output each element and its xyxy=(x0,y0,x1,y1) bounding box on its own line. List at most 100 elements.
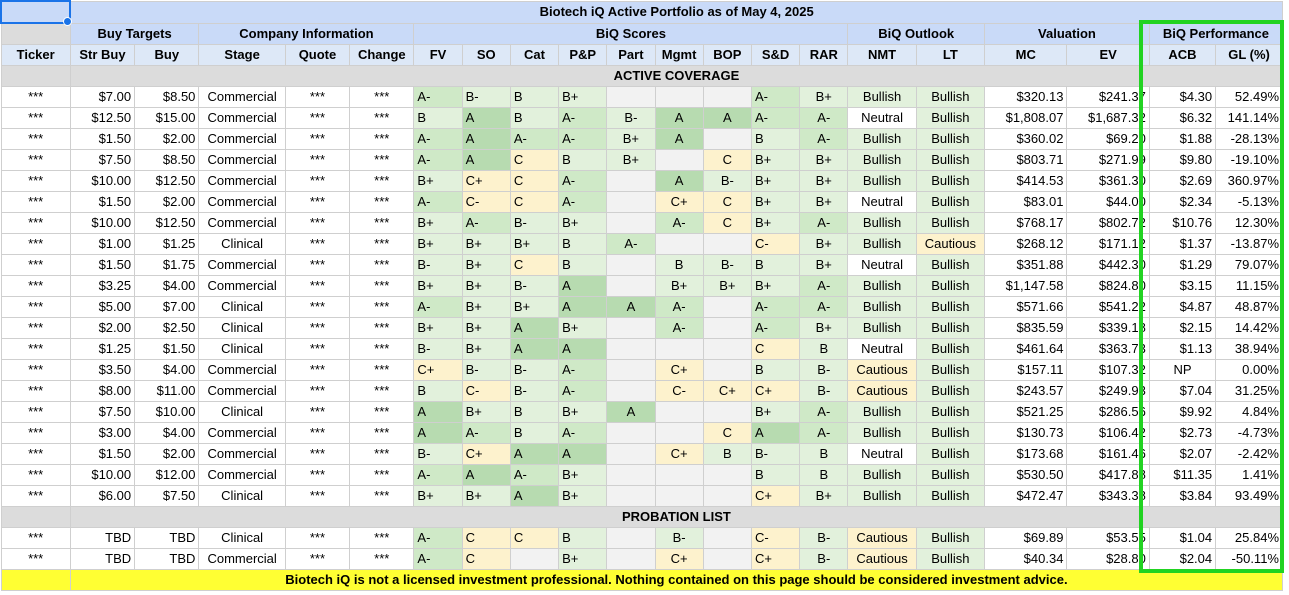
cell-sd[interactable]: B xyxy=(750,464,801,486)
cell-mgmt[interactable] xyxy=(654,338,704,360)
cell-part[interactable] xyxy=(606,359,656,381)
cell-mc[interactable]: $1,147.58 xyxy=(984,275,1068,297)
cell-mgmt[interactable]: B xyxy=(654,254,704,276)
cell-ev[interactable]: $171.12 xyxy=(1066,233,1150,255)
cell-acb[interactable]: $2.07 xyxy=(1148,443,1217,465)
cell-mc[interactable]: $40.34 xyxy=(984,548,1068,570)
cell-rar[interactable]: B- xyxy=(799,380,849,402)
cell-pp[interactable]: A xyxy=(558,296,608,318)
cell-quote[interactable]: *** xyxy=(284,275,351,297)
cell-nmt[interactable]: Neutral xyxy=(847,107,917,129)
cell-bop[interactable] xyxy=(702,317,752,339)
cell-mgmt[interactable]: A xyxy=(654,107,704,129)
cell-str-buy[interactable]: $7.50 xyxy=(69,401,136,423)
cell-acb[interactable]: $9.80 xyxy=(1148,149,1217,171)
cell-gl[interactable]: -19.10% xyxy=(1215,149,1283,171)
cell-sd[interactable]: B- xyxy=(750,443,801,465)
cell-pp[interactable]: A- xyxy=(558,191,608,213)
cell-so[interactable]: A xyxy=(461,149,511,171)
cell-gl[interactable]: -4.73% xyxy=(1215,422,1283,444)
cell-bop[interactable]: C xyxy=(702,191,752,213)
cell-mgmt[interactable]: C- xyxy=(654,380,704,402)
cell-quote[interactable]: *** xyxy=(284,212,351,234)
cell-so[interactable]: A- xyxy=(461,422,511,444)
cell-so[interactable]: B- xyxy=(461,86,511,108)
cell-quote[interactable]: *** xyxy=(284,149,351,171)
cell-ticker[interactable]: *** xyxy=(0,296,71,318)
cell-buy[interactable]: $10.00 xyxy=(134,401,200,423)
cell-fv[interactable]: B- xyxy=(413,338,463,360)
cell-part[interactable] xyxy=(606,485,656,507)
cell-lt[interactable]: Bullish xyxy=(915,485,986,507)
cell-mc[interactable]: $130.73 xyxy=(984,422,1068,444)
cell-lt[interactable]: Bullish xyxy=(915,380,986,402)
cell-nmt[interactable]: Cautious xyxy=(847,527,917,549)
cell-ev[interactable]: $541.22 xyxy=(1066,296,1150,318)
cell-so[interactable]: A xyxy=(461,464,511,486)
cell-ev[interactable]: $249.93 xyxy=(1066,380,1150,402)
cell-nmt[interactable]: Cautious xyxy=(847,359,917,381)
cell-rar[interactable]: A- xyxy=(799,401,849,423)
cell-acb[interactable]: $2.15 xyxy=(1148,317,1217,339)
cell-nmt[interactable]: Bullish xyxy=(847,464,917,486)
cell-lt[interactable]: Bullish xyxy=(915,548,986,570)
cell-str-buy[interactable]: $2.00 xyxy=(69,317,136,339)
cell-bop[interactable] xyxy=(702,338,752,360)
cell-fv[interactable]: A- xyxy=(413,296,463,318)
cell-gl[interactable]: 48.87% xyxy=(1215,296,1283,318)
cell-quote[interactable]: *** xyxy=(284,86,351,108)
cell-str-buy[interactable]: $1.00 xyxy=(69,233,136,255)
cell-gl[interactable]: 38.94% xyxy=(1215,338,1283,360)
cell-pp[interactable]: A xyxy=(558,338,608,360)
cell-change[interactable]: *** xyxy=(349,149,415,171)
cell-fv[interactable]: B xyxy=(413,380,463,402)
cell-gl[interactable]: -50.11% xyxy=(1215,548,1283,570)
cell-sd[interactable]: A- xyxy=(750,296,801,318)
cell-sd[interactable]: B+ xyxy=(750,191,801,213)
cell-mgmt[interactable] xyxy=(654,485,704,507)
column-header[interactable]: NMT xyxy=(847,44,917,66)
cell-fv[interactable]: B+ xyxy=(413,317,463,339)
cell-mgmt[interactable]: B+ xyxy=(654,275,704,297)
cell-mc[interactable]: $69.89 xyxy=(984,527,1068,549)
cell-buy[interactable]: $8.50 xyxy=(134,86,200,108)
cell-change[interactable]: *** xyxy=(349,86,415,108)
cell-stage[interactable]: Commercial xyxy=(198,86,286,108)
cell-mgmt[interactable]: C+ xyxy=(654,443,704,465)
cell-cat[interactable]: B- xyxy=(509,275,560,297)
cell-rar[interactable]: B+ xyxy=(799,233,849,255)
cell-ev[interactable]: $824.80 xyxy=(1066,275,1150,297)
cell-stage[interactable]: Commercial xyxy=(198,422,286,444)
cell-so[interactable]: B+ xyxy=(461,485,511,507)
cell-mgmt[interactable] xyxy=(654,86,704,108)
cell-rar[interactable]: B+ xyxy=(799,170,849,192)
cell-acb[interactable]: $11.35 xyxy=(1148,464,1217,486)
cell-lt[interactable]: Bullish xyxy=(915,422,986,444)
cell-stage[interactable]: Commercial xyxy=(198,443,286,465)
cell-acb[interactable]: $2.73 xyxy=(1148,422,1217,444)
blank-cell[interactable] xyxy=(0,65,71,87)
cell-rar[interactable]: B- xyxy=(799,527,849,549)
cell-pp[interactable]: B xyxy=(558,254,608,276)
cell-pp[interactable]: A- xyxy=(558,107,608,129)
cell-change[interactable]: *** xyxy=(349,485,415,507)
cell-buy[interactable]: TBD xyxy=(134,527,200,549)
cell-pp[interactable]: A- xyxy=(558,170,608,192)
cell-pp[interactable]: B+ xyxy=(558,548,608,570)
column-header[interactable]: Part xyxy=(606,44,656,66)
column-header[interactable]: FV xyxy=(413,44,463,66)
cell-buy[interactable]: $4.00 xyxy=(134,359,200,381)
cell-part[interactable]: B+ xyxy=(606,128,656,150)
column-header[interactable]: ACB xyxy=(1148,44,1217,66)
column-header[interactable]: P&P xyxy=(558,44,608,66)
cell-so[interactable]: B+ xyxy=(461,296,511,318)
cell-part[interactable]: A xyxy=(606,296,656,318)
cell-lt[interactable]: Bullish xyxy=(915,359,986,381)
cell-sd[interactable]: B+ xyxy=(750,149,801,171)
cell-so[interactable]: B+ xyxy=(461,338,511,360)
cell-so[interactable]: A- xyxy=(461,212,511,234)
cell-acb[interactable]: $2.69 xyxy=(1148,170,1217,192)
cell-pp[interactable]: B xyxy=(558,149,608,171)
cell-stage[interactable]: Commercial xyxy=(198,128,286,150)
cell-rar[interactable]: B+ xyxy=(799,86,849,108)
